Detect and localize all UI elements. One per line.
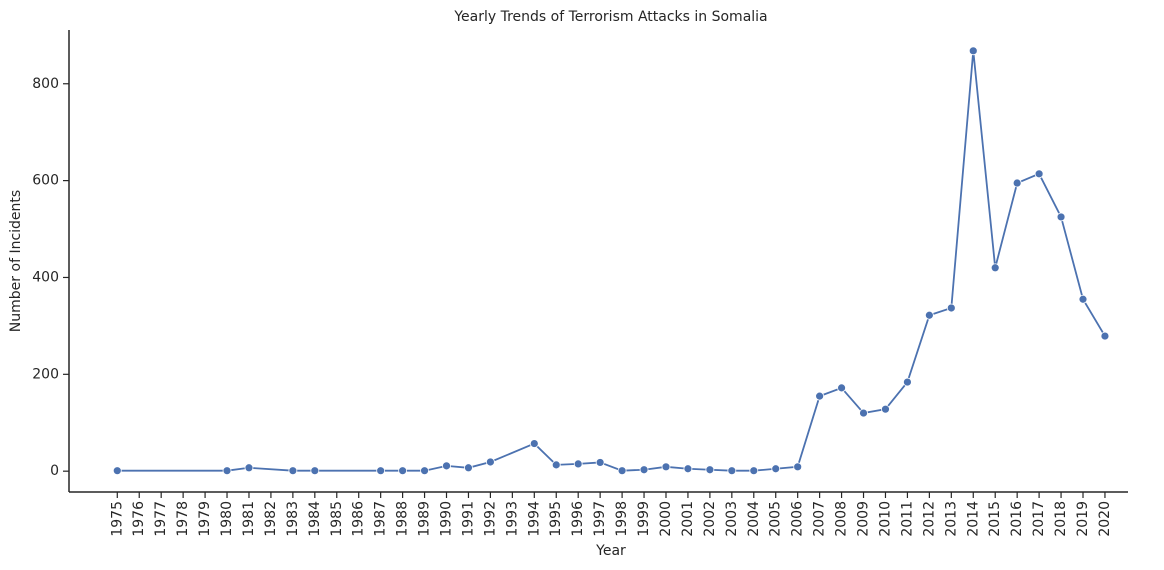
x-tick-label: 1983 <box>285 501 301 537</box>
point <box>1034 169 1044 179</box>
point <box>551 460 561 470</box>
x-tick-label: 2014 <box>965 501 981 537</box>
x-tick-label: 1978 <box>175 501 191 537</box>
point <box>442 461 451 471</box>
x-tick-label: 2004 <box>746 501 762 537</box>
point <box>464 463 473 473</box>
point <box>924 310 934 320</box>
point <box>420 466 429 476</box>
y-axis-label: Number of Incidents <box>8 190 24 332</box>
point <box>859 408 868 418</box>
y-tick-label: 0 <box>50 463 59 479</box>
point <box>529 439 539 448</box>
x-tick-label: 2007 <box>812 501 828 537</box>
x-tick-label: 1993 <box>504 501 520 537</box>
x-tick-label: 2008 <box>834 501 850 537</box>
x-tick-label: 1981 <box>241 501 257 537</box>
point <box>639 465 649 475</box>
point <box>1078 294 1088 304</box>
x-tick-label: 2016 <box>1009 501 1025 537</box>
point <box>771 464 781 474</box>
y-tick-label: 200 <box>32 366 59 382</box>
point <box>617 466 627 476</box>
point <box>310 466 320 476</box>
point <box>837 383 846 393</box>
point <box>749 466 759 476</box>
x-tick-label: 2019 <box>1075 501 1091 537</box>
x-axis-label: Year <box>595 543 626 559</box>
point <box>903 377 912 387</box>
x-tick-label: 2000 <box>658 501 674 537</box>
x-tick-label: 2011 <box>899 501 915 537</box>
x-tick-label: 1999 <box>636 501 652 537</box>
x-tick-label: 1992 <box>482 501 498 537</box>
point <box>112 466 122 476</box>
x-tick-label: 1994 <box>526 501 542 537</box>
point <box>573 459 583 469</box>
point <box>727 466 737 476</box>
point <box>222 466 232 476</box>
point <box>244 463 254 473</box>
y-tick-label: 600 <box>32 173 59 189</box>
point <box>1100 331 1110 341</box>
x-tick-label: 2010 <box>877 501 893 537</box>
x-tick-label: 2013 <box>943 501 959 537</box>
x-tick-label: 1976 <box>131 501 147 537</box>
point <box>1012 178 1022 188</box>
x-tick-label: 2020 <box>1097 501 1113 537</box>
chart-title: Yearly Trends of Terrorism Attacks in So… <box>453 9 767 25</box>
point <box>398 466 408 476</box>
x-tick-label: 1985 <box>329 501 345 537</box>
x-tick-label: 1984 <box>307 501 323 537</box>
x-tick-label: 2009 <box>856 501 872 537</box>
x-tick-label: 2012 <box>921 501 937 537</box>
x-tick-label: 2003 <box>724 501 740 537</box>
x-tick-label: 1988 <box>395 501 411 537</box>
point <box>705 465 715 475</box>
x-tick-label: 1997 <box>592 501 608 537</box>
x-tick-label: 2006 <box>790 501 806 537</box>
x-tick-label: 1980 <box>219 501 235 537</box>
x-tick-label: 1986 <box>351 501 367 537</box>
x-tick-label: 2001 <box>680 501 696 537</box>
line <box>117 50 1106 472</box>
x-tick-label: 2018 <box>1053 501 1069 537</box>
point <box>376 466 386 476</box>
point <box>288 466 298 476</box>
x-tick-label: 1995 <box>548 501 564 537</box>
x-tick-label: 1982 <box>263 501 279 537</box>
x-tick-label: 2015 <box>987 501 1003 537</box>
x-tick-label: 1989 <box>417 501 433 537</box>
point <box>1056 212 1066 222</box>
point <box>595 458 605 467</box>
x-tick-label: 2005 <box>768 501 784 537</box>
point <box>815 391 825 401</box>
x-tick-label: 2017 <box>1031 501 1047 537</box>
x-tick-label: 1979 <box>197 501 213 537</box>
point <box>990 263 1000 273</box>
x-tick-label: 1998 <box>614 501 630 537</box>
x-tick-label: 1987 <box>373 501 389 537</box>
point <box>946 303 956 313</box>
point <box>661 462 671 472</box>
point <box>968 46 978 56</box>
x-tick-label: 1975 <box>109 501 125 537</box>
point <box>486 457 495 467</box>
point <box>683 464 693 474</box>
point <box>881 404 890 414</box>
x-tick-label: 1996 <box>570 501 586 537</box>
point <box>793 462 803 472</box>
x-tick-label: 1991 <box>460 501 476 537</box>
y-tick-label: 400 <box>32 269 59 285</box>
x-tick-label: 1977 <box>153 501 169 537</box>
x-tick-label: 1990 <box>439 501 455 537</box>
y-tick-label: 800 <box>32 76 59 92</box>
x-tick-label: 2002 <box>702 501 718 537</box>
